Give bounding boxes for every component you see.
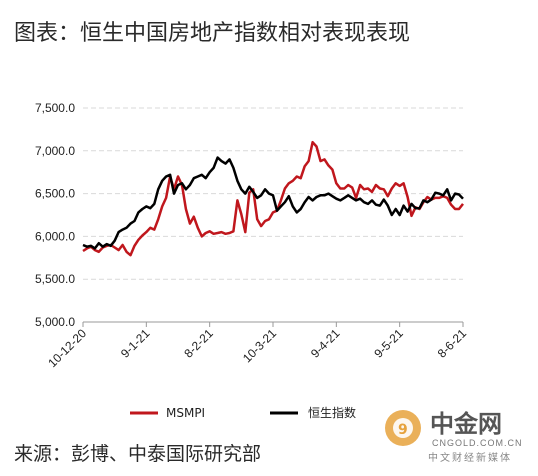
y-axis: 5,000.0 5,500.0 6,000.0 6,500.0 7,000.0 7,500… [35, 101, 75, 329]
coin-logo-inner [393, 418, 413, 438]
legend-label-msmpi: MSMPI [166, 406, 205, 420]
watermark-name: 中金网 [430, 410, 502, 438]
x-tick-label: 9-1-21 [118, 326, 153, 361]
y-tick-label: 6,500.0 [35, 187, 75, 201]
x-tick-label: 9-4-21 [308, 326, 343, 361]
x-tick-label: 10-3-21 [240, 326, 279, 365]
y-tick-label: 5,000.0 [35, 315, 75, 329]
watermark-logo: 9 中金网 CNGOLD.COM.CN 中文财经新媒体 [385, 410, 523, 464]
x-tick-label: 8-6-21 [435, 326, 470, 361]
x-tick-label: 8-2-21 [181, 326, 216, 361]
legend: MSMPI 恒生指数 [130, 405, 356, 420]
watermark-url: CNGOLD.COM.CN [432, 438, 523, 448]
series-line-hang-seng [82, 156, 464, 250]
y-tick-label: 5,500.0 [35, 272, 75, 286]
source-note: 来源：彭博、中泰国际研究部 [14, 443, 261, 465]
legend-label-hang-seng: 恒生指数 [308, 405, 356, 420]
y-tick-label: 7,500.0 [35, 101, 75, 115]
coin-logo-glyph: 9 [398, 422, 408, 438]
gridlines [83, 107, 463, 280]
x-tick-label: 10-12-20 [45, 326, 89, 370]
watermark-subtitle: 中文财经新媒体 [428, 451, 512, 464]
x-tick-label: 9-5-21 [371, 326, 406, 361]
y-tick-label: 6,000.0 [35, 229, 75, 243]
chart-title: 图表：恒生中国房地产指数相对表现表现 [14, 21, 410, 46]
plot-lines [82, 140, 464, 257]
y-tick-label: 7,000.0 [35, 144, 75, 158]
x-axis: 10-12-20 9-1-21 8-2-21 10-3-21 9-4-21 9-5-21 8… [45, 322, 469, 370]
series-line-msmpi [82, 140, 464, 257]
